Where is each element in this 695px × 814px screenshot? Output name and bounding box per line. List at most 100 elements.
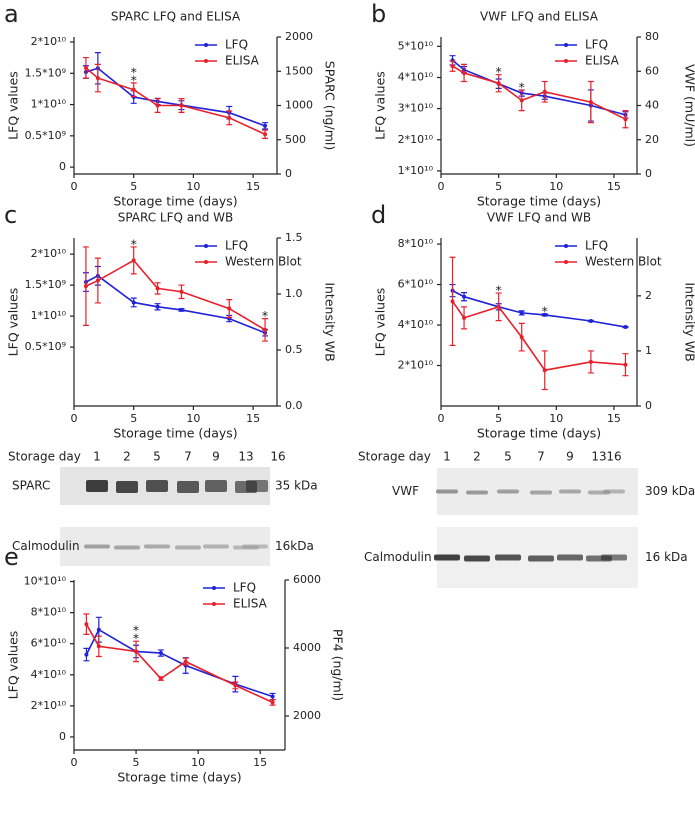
y2-axis-label: Intensity WB xyxy=(323,282,338,361)
blot-band xyxy=(528,555,554,562)
lane-label: 9 xyxy=(212,450,220,464)
panel-letter: c xyxy=(4,201,17,229)
data-point xyxy=(263,132,268,137)
data-point xyxy=(83,284,88,289)
significance-star: * xyxy=(519,79,525,94)
data-point xyxy=(588,359,593,364)
lane-label: 7 xyxy=(184,450,192,464)
significance-star: * xyxy=(133,623,139,638)
y-axis-label: LFQ values xyxy=(6,288,21,357)
data-point xyxy=(588,318,593,323)
y2-tick-label: 0 xyxy=(645,399,652,412)
y2-tick-label: 0 xyxy=(645,167,652,180)
lane-label: 5 xyxy=(153,450,161,464)
x-tick-label: 5 xyxy=(130,180,137,193)
x-tick-label: 10 xyxy=(186,180,200,193)
x-tick-label: 15 xyxy=(246,180,260,193)
protein-label: Calmodulin xyxy=(12,539,80,553)
blot-band xyxy=(464,555,490,562)
blot-band xyxy=(601,554,627,561)
data-point xyxy=(158,651,163,656)
y-tick-label: 1.5*10⁹ xyxy=(25,66,66,79)
x-tick-label: 0 xyxy=(438,180,445,193)
chart-title: SPARC LFQ and WB xyxy=(118,211,234,225)
panel-letter: a xyxy=(4,0,19,28)
lane-label: 7 xyxy=(537,450,545,464)
data-point xyxy=(179,103,184,108)
data-point xyxy=(542,368,547,373)
y-tick-label: 2*10¹⁰ xyxy=(31,699,67,712)
y-tick-label: 6*10¹⁰ xyxy=(398,278,434,291)
legend-label: ELISA xyxy=(233,597,268,611)
data-point xyxy=(263,123,268,128)
data-point xyxy=(462,294,467,299)
significance-star: * xyxy=(133,631,139,646)
data-point xyxy=(519,310,524,315)
y-tick-label: 8*10¹⁰ xyxy=(31,606,67,619)
chart-title: VWF LFQ and WB xyxy=(487,211,591,225)
legend-marker xyxy=(204,260,208,264)
y2-tick-label: 2 xyxy=(645,289,652,302)
blot-band xyxy=(203,544,229,549)
y2-tick-label: 0 xyxy=(285,167,292,180)
lane-label: 1 xyxy=(93,450,101,464)
y2-axis-label: PF4 (ng/ml) xyxy=(331,629,346,701)
data-point xyxy=(450,64,455,69)
data-point xyxy=(155,304,160,309)
panel-letter: e xyxy=(4,543,19,571)
blot-band xyxy=(242,544,268,549)
x-tick-label: 5 xyxy=(133,756,140,769)
y-tick-label: 0 xyxy=(59,730,66,743)
data-point xyxy=(542,89,547,94)
x-tick-label: 5 xyxy=(495,180,502,193)
y2-axis-label: Intensity WB xyxy=(683,282,695,361)
blot-band xyxy=(557,554,583,561)
series-line xyxy=(452,289,626,328)
y2-tick-label: 1 xyxy=(645,344,652,357)
lane-label: 5 xyxy=(504,450,512,464)
data-point xyxy=(588,100,593,105)
legend-label: ELISA xyxy=(225,54,260,68)
band-size: 16kDa xyxy=(275,539,314,553)
protein-label: Calmodulin xyxy=(364,550,432,564)
data-point xyxy=(155,103,160,108)
data-point xyxy=(233,683,238,688)
y-tick-label: 2*10¹⁰ xyxy=(398,359,434,372)
lane-label: 16 xyxy=(606,450,621,464)
x-tick-label: 10 xyxy=(549,180,563,193)
data-point xyxy=(227,115,232,120)
blot-band xyxy=(114,545,140,550)
y-tick-label: 0 xyxy=(59,160,66,173)
x-tick-label: 0 xyxy=(438,412,445,425)
blot-header: Storage day xyxy=(358,450,431,464)
data-point xyxy=(270,700,275,705)
y2-tick-label: 4000 xyxy=(293,641,321,654)
data-point xyxy=(462,315,467,320)
y-tick-label: 2*10¹⁰ xyxy=(31,35,67,48)
lane-label: 1 xyxy=(443,450,451,464)
y2-axis-label: VWF (mU/ml) xyxy=(683,64,695,147)
blot-band xyxy=(86,480,108,492)
series-line xyxy=(85,628,273,698)
data-point xyxy=(179,307,184,312)
y2-tick-label: 2000 xyxy=(293,709,321,722)
legend-marker xyxy=(204,43,208,47)
data-point xyxy=(84,652,89,657)
blot-band xyxy=(116,481,138,493)
x-axis-label: Storage time (days) xyxy=(113,194,237,209)
y-tick-label: 0.5*10⁹ xyxy=(25,129,66,142)
y-tick-label: 1.5*10⁹ xyxy=(25,278,66,291)
x-tick-label: 10 xyxy=(191,756,205,769)
significance-star: * xyxy=(131,236,137,251)
data-point xyxy=(95,278,100,283)
blot-band xyxy=(175,545,201,550)
x-axis-label: Storage time (days) xyxy=(117,770,241,785)
data-point xyxy=(96,627,101,632)
legend-label: LFQ xyxy=(233,581,256,595)
data-point xyxy=(83,65,88,70)
lane-label: 16 xyxy=(270,450,285,464)
lane-label: 9 xyxy=(566,450,574,464)
data-point xyxy=(450,299,455,304)
data-point xyxy=(519,98,524,103)
